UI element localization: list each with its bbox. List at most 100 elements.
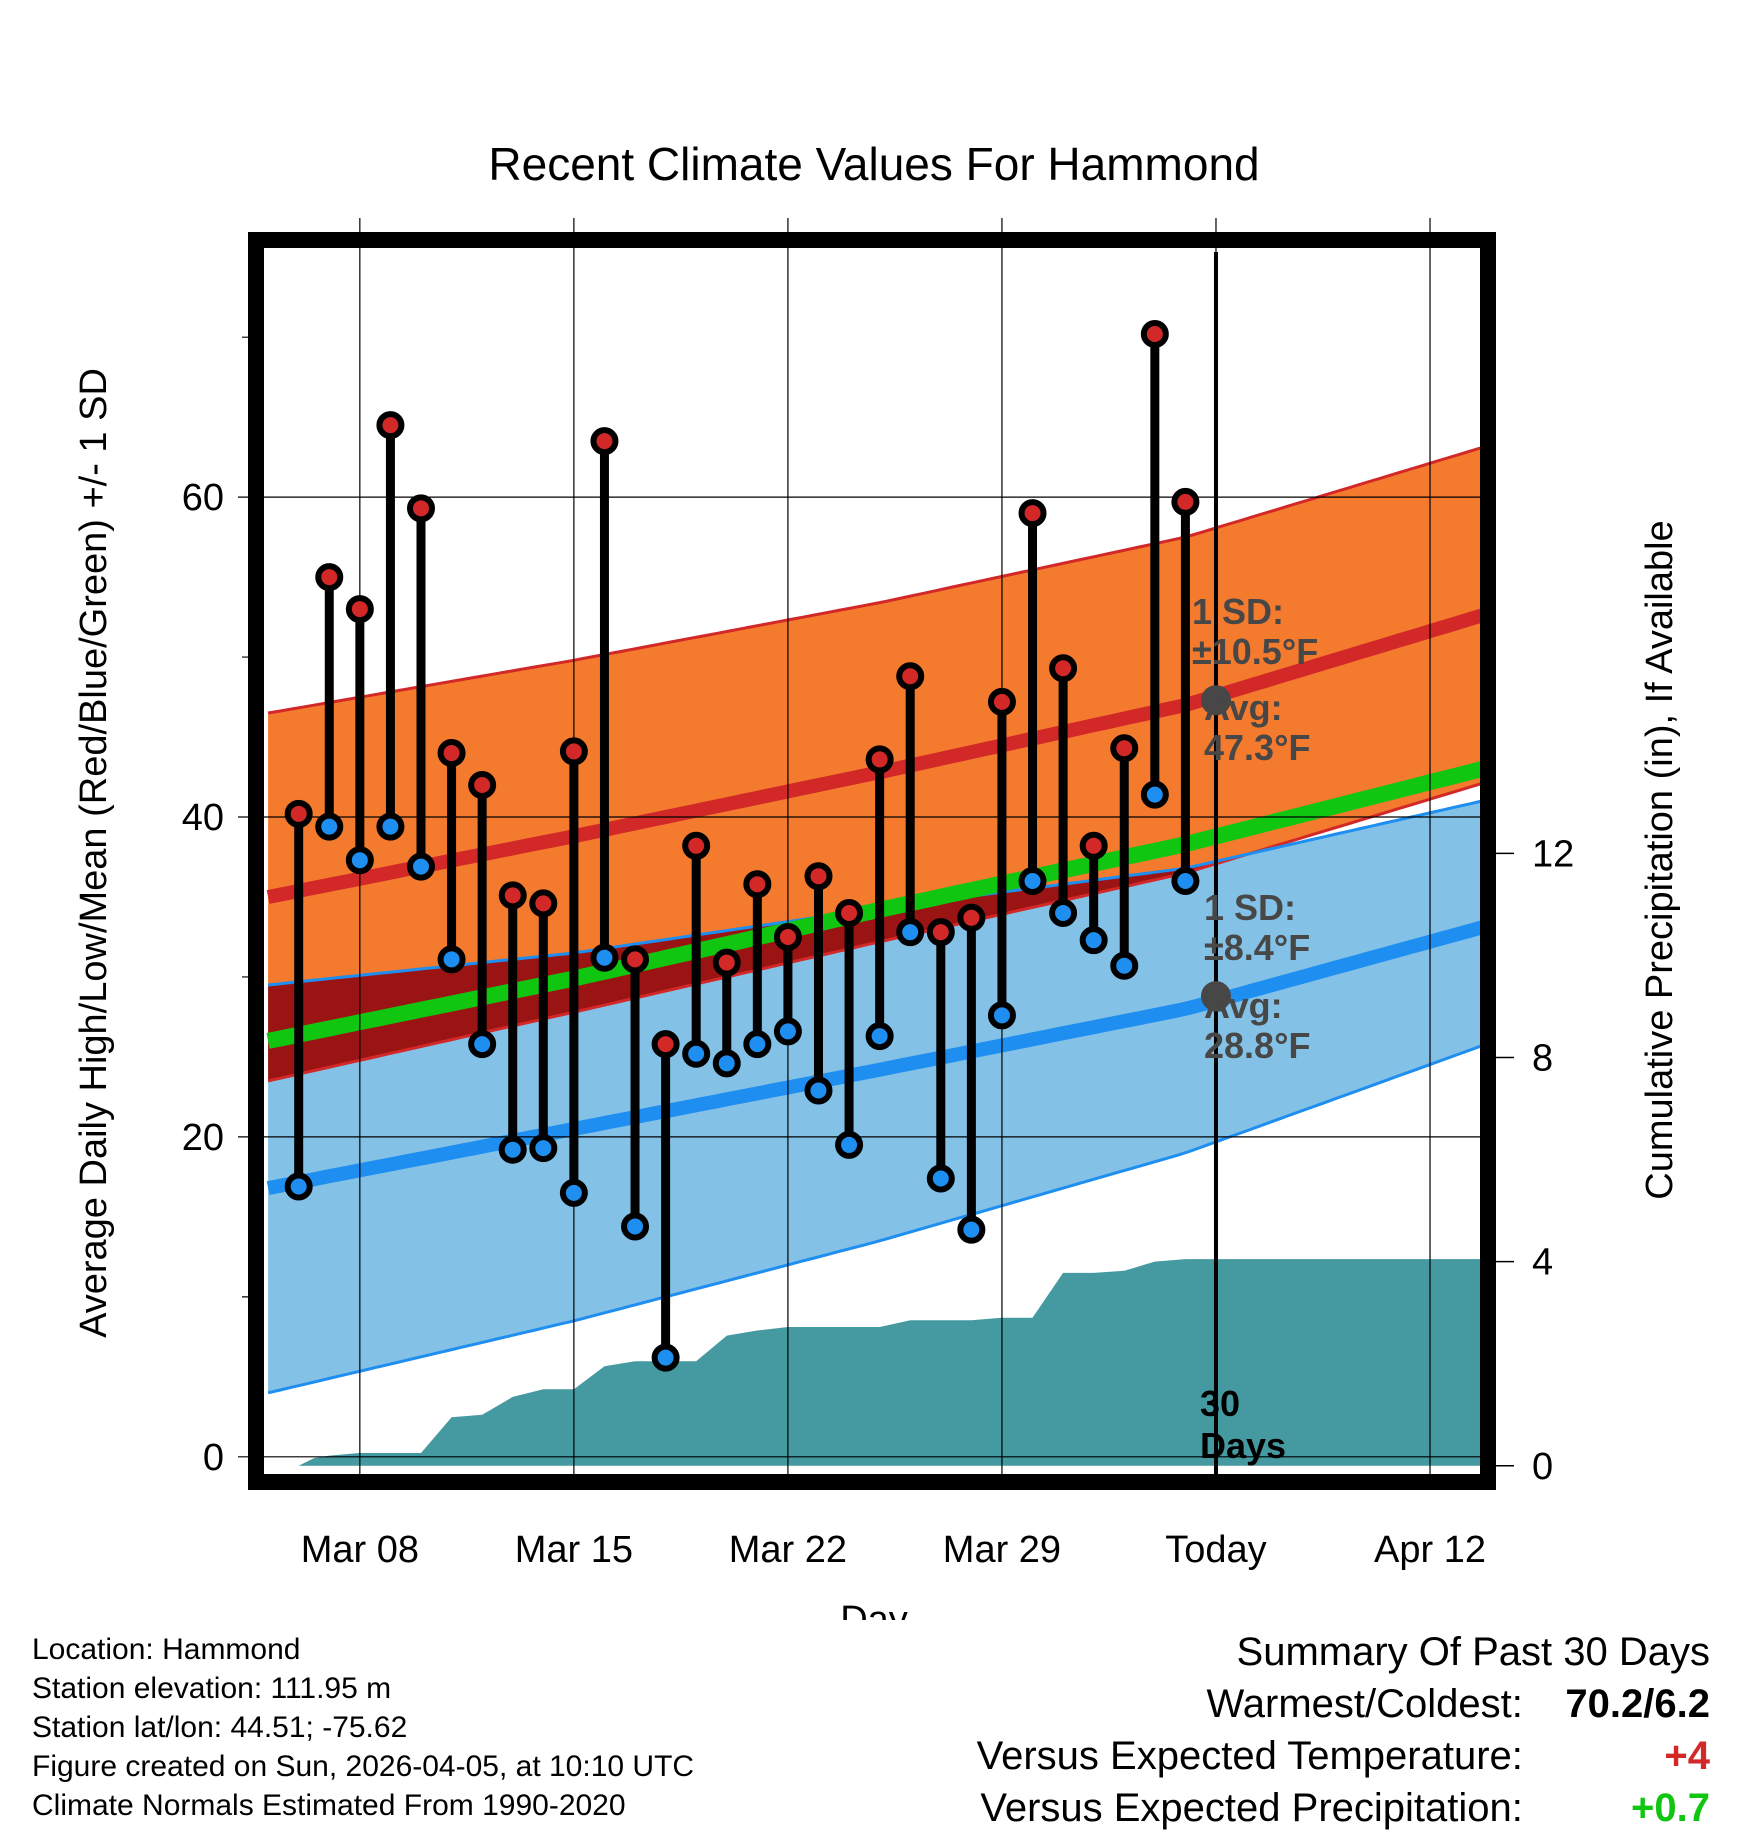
high-point — [345, 595, 374, 624]
y2-tick-label: 12 — [1532, 833, 1574, 875]
precip-label: Versus Expected Precipitation: — [980, 1786, 1523, 1830]
days-number-label: 30 — [1200, 1383, 1240, 1424]
high-point — [590, 427, 619, 456]
high-point — [865, 745, 894, 774]
created-text: Figure created on Sun, 2026-04-05, at 10… — [32, 1750, 695, 1783]
warmest-value: 70.2/6.2 — [1565, 1682, 1710, 1726]
high-point — [1110, 734, 1139, 763]
low-avg-marker — [1200, 981, 1231, 1012]
temp-label: Versus Expected Temperature: — [976, 1734, 1523, 1778]
low-point — [376, 812, 405, 841]
summary-panel: Summary Of Past 30 Days Warmest/Coldest:… — [810, 1626, 1710, 1834]
temp-value: +4 — [1664, 1734, 1710, 1778]
normals-text: Climate Normals Estimated From 1990-2020 — [32, 1789, 626, 1822]
y-tick-label: 40 — [182, 797, 224, 839]
x-axis-label: Day — [840, 1599, 908, 1620]
high-point — [987, 687, 1016, 716]
low-point — [926, 1164, 955, 1193]
high-point — [315, 563, 344, 592]
high-avg-marker — [1200, 685, 1231, 716]
high-minus-sd-line — [267, 781, 1483, 1083]
high-avg-label: Avg: — [1204, 687, 1283, 728]
high-point — [682, 831, 711, 860]
low-point — [345, 846, 374, 875]
low-point — [1079, 926, 1108, 955]
high-point — [284, 799, 313, 828]
high-avg-value: 47.3°F — [1204, 727, 1310, 768]
y-tick-label: 20 — [182, 1117, 224, 1159]
low-minus-sd-line — [267, 1044, 1483, 1395]
summary-warmest-row: Warmest/Coldest: 70.2/6.2 — [810, 1678, 1711, 1730]
low-point — [896, 918, 925, 947]
plot-frame — [248, 232, 1496, 1490]
low-point — [621, 1212, 650, 1241]
high-point — [498, 881, 527, 910]
x-tick-label: Mar 22 — [729, 1529, 847, 1571]
summary-title: Summary Of Past 30 Days — [1236, 1630, 1710, 1674]
high-point — [957, 903, 986, 932]
low-point — [498, 1135, 527, 1164]
low-point — [284, 1172, 313, 1201]
y2-axis-label: Cumulative Precipitation (in), If Availa… — [1639, 520, 1681, 1199]
high-point — [406, 494, 435, 523]
precip-value: +0.7 — [1631, 1786, 1710, 1830]
low-point — [773, 1017, 802, 1046]
low-point — [1140, 780, 1169, 809]
x-tick-label: Mar 08 — [301, 1529, 419, 1571]
y2-tick-label: 4 — [1532, 1242, 1553, 1284]
x-tick-label: Mar 29 — [943, 1529, 1061, 1571]
low-point — [835, 1130, 864, 1159]
low-point — [987, 1001, 1016, 1030]
days-word-label: Days — [1200, 1425, 1286, 1466]
high-sd-label: 1 SD: — [1192, 591, 1284, 632]
high-point — [1079, 831, 1108, 860]
low-point — [1110, 951, 1139, 980]
precip-area — [268, 1259, 1483, 1466]
high-normal-line — [266, 608, 1484, 904]
low-sd-label: 1 SD: — [1204, 887, 1296, 928]
summary-precip-row: Versus Expected Precipitation: +0.7 — [810, 1782, 1710, 1834]
low-point — [529, 1134, 558, 1163]
low-point — [559, 1178, 588, 1207]
summary-temp-row: Versus Expected Temperature: +4 — [810, 1730, 1710, 1782]
high-point — [712, 948, 741, 977]
low-avg-label: Avg: — [1204, 985, 1283, 1026]
high-point — [926, 918, 955, 947]
high-sd-value: ±10.5°F — [1192, 631, 1318, 672]
high-point — [773, 922, 802, 951]
low-point — [804, 1076, 833, 1105]
warmest-label: Warmest/Coldest: — [1206, 1682, 1523, 1726]
high-point — [437, 739, 466, 768]
low-point — [712, 1049, 741, 1078]
low-sd-band — [268, 801, 1483, 1393]
x-tick-label: Apr 12 — [1374, 1529, 1486, 1571]
station-info: Location: Hammond Station elevation: 111… — [32, 1630, 694, 1825]
low-point — [437, 945, 466, 974]
high-point — [376, 411, 405, 440]
low-avg-value: 28.8°F — [1204, 1025, 1310, 1066]
high-plus-sd-line — [267, 446, 1483, 715]
latlon-text: Station lat/lon: 44.51; -75.62 — [32, 1711, 408, 1744]
high-point — [804, 862, 833, 891]
location-text: Location: Hammond — [32, 1633, 301, 1666]
low-point — [406, 852, 435, 881]
low-point — [682, 1039, 711, 1068]
high-point — [1140, 319, 1169, 348]
high-point — [529, 889, 558, 918]
x-tick-label: Mar 15 — [515, 1529, 633, 1571]
low-point — [590, 943, 619, 972]
high-point — [621, 945, 650, 974]
low-point — [651, 1343, 680, 1372]
low-normal-line — [266, 920, 1484, 1195]
low-point — [468, 1030, 497, 1059]
chart-title: Recent Climate Values For Hammond — [488, 138, 1259, 190]
low-point — [743, 1030, 772, 1059]
climate-chart: Recent Climate Values For Hammond Day Av… — [73, 138, 1681, 1620]
high-point — [743, 870, 772, 899]
high-point — [468, 771, 497, 800]
elevation-text: Station elevation: 111.95 m — [32, 1672, 392, 1705]
y-axis-label: Average Daily High/Low/Mean (Red/Blue/Gr… — [73, 368, 115, 1338]
high-point — [896, 662, 925, 691]
y-tick-label: 0 — [203, 1437, 224, 1479]
high-point — [1049, 654, 1078, 683]
